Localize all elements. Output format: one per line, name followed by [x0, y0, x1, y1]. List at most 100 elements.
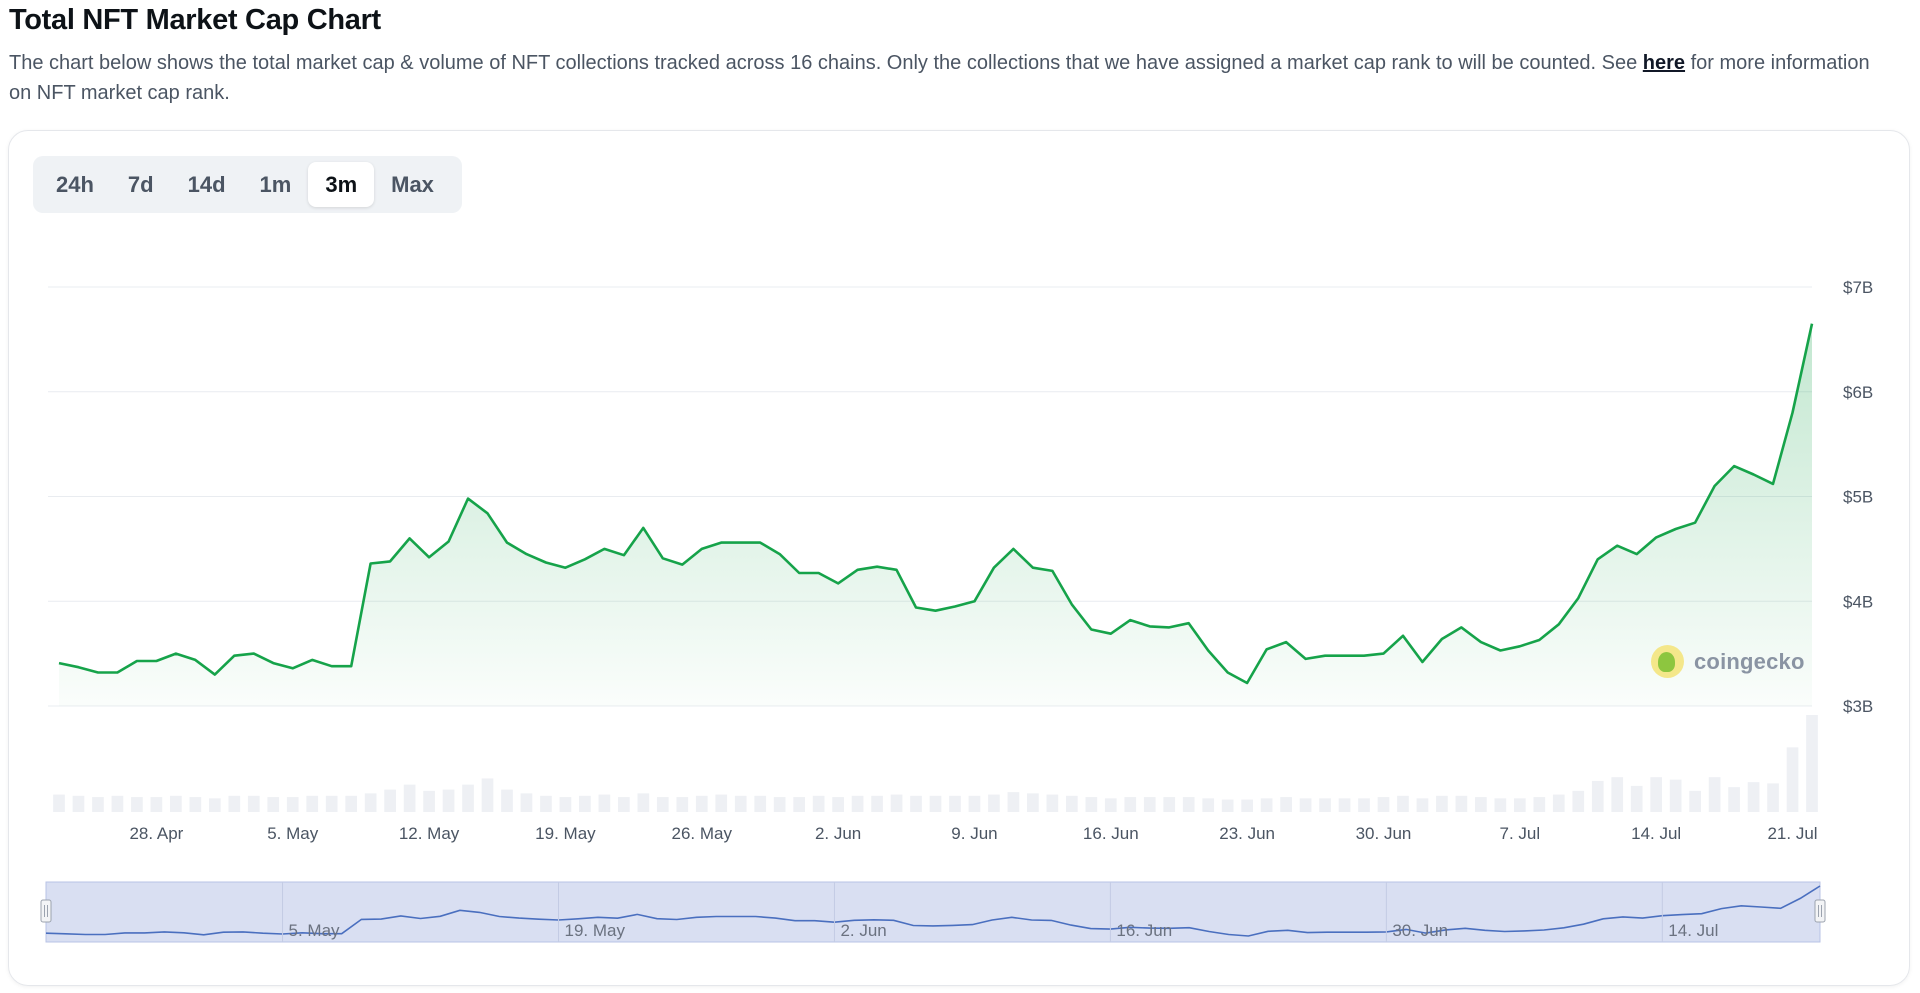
range-button-1m[interactable]: 1m — [243, 162, 309, 207]
y-tick-label: $3B — [1843, 697, 1873, 716]
chart-card — [8, 130, 1910, 986]
volume-bar — [1319, 798, 1331, 812]
chart-description: The chart below shows the total market c… — [9, 48, 1889, 108]
gecko-icon — [1651, 645, 1684, 678]
volume-bar — [520, 793, 533, 812]
volume-bar — [306, 795, 319, 812]
x-tick-label: 28. Apr — [129, 824, 183, 843]
y-axis: $3B $4B $5B $6B $7B — [1843, 278, 1873, 716]
volume-bar — [929, 795, 942, 812]
volume-bar — [715, 794, 728, 812]
volume-bar — [676, 797, 689, 812]
volume-bar — [540, 795, 552, 812]
handle-grip[interactable] — [1814, 899, 1826, 923]
navigator[interactable]: 5. May 19. May 2. Jun 16. Jun 30. Jun 14. Jul — [40, 881, 1826, 943]
volume-bar — [325, 795, 338, 812]
volume-bar — [1338, 798, 1351, 812]
x-tick-label: 23. Jun — [1219, 824, 1275, 843]
volume-bar — [1708, 777, 1721, 812]
volume-bar — [754, 795, 767, 812]
volume-bar — [345, 795, 358, 812]
navigator-window[interactable] — [45, 881, 1821, 943]
volume-bar — [1475, 797, 1487, 812]
x-tick-label: 7. Jul — [1500, 824, 1541, 843]
x-tick-label: 19. May — [535, 824, 596, 843]
volume-bar — [1124, 797, 1137, 812]
volume-bar — [1358, 798, 1370, 812]
volume-bar — [910, 795, 922, 812]
y-tick-label: $4B — [1843, 592, 1873, 611]
market-cap-area — [59, 323, 1812, 706]
range-button-14d[interactable]: 14d — [171, 162, 243, 207]
volume-bar — [968, 795, 981, 812]
volume-bar — [1806, 715, 1818, 812]
navigator-tick-label: 16. Jun — [1116, 921, 1172, 940]
market-cap-line — [58, 323, 1814, 685]
navigator-right-handle[interactable] — [1814, 899, 1826, 923]
volume-bar — [1085, 797, 1098, 812]
volume-bar — [949, 795, 961, 812]
volume-bar — [871, 795, 883, 812]
volume-bar — [1611, 777, 1624, 812]
volume-bar — [1027, 793, 1039, 812]
volume-bar — [150, 797, 163, 812]
range-button-7d[interactable]: 7d — [111, 162, 171, 207]
volume-bar — [462, 784, 474, 812]
volume-bar — [1533, 797, 1546, 812]
volume-bar — [1494, 798, 1507, 812]
navigator-tick-label: 30. Jun — [1392, 921, 1448, 940]
volume-bar — [208, 798, 221, 812]
volume-bar — [734, 795, 747, 812]
y-tick-label: $6B — [1843, 383, 1873, 402]
volume-bars — [53, 715, 1818, 812]
navigator-tick-label: 14. Jul — [1668, 921, 1718, 940]
volume-bar — [501, 789, 513, 812]
volume-bar — [598, 794, 611, 812]
volume-bar — [559, 797, 572, 812]
navigator-left-handle[interactable] — [40, 899, 52, 923]
volume-bar — [384, 789, 396, 812]
x-tick-label: 16. Jun — [1083, 824, 1139, 843]
volume-bar — [364, 793, 377, 812]
volume-bar — [170, 795, 182, 812]
volume-bar — [637, 793, 650, 812]
x-tick-label: 2. Jun — [815, 824, 861, 843]
volume-bar — [793, 797, 805, 812]
volume-bar — [267, 797, 280, 812]
volume-bar — [403, 784, 416, 812]
x-tick-label: 12. May — [399, 824, 460, 843]
volume-bar — [1202, 798, 1215, 812]
range-button-max[interactable]: Max — [374, 162, 451, 207]
x-tick-label: 30. Jun — [1356, 824, 1412, 843]
volume-bar — [579, 795, 591, 812]
volume-bar — [773, 797, 786, 812]
volume-bar — [1767, 783, 1779, 812]
range-button-24h[interactable]: 24h — [39, 162, 111, 207]
volume-bar — [1455, 795, 1468, 812]
volume-bar — [851, 795, 864, 812]
volume-bar — [286, 797, 299, 812]
volume-bar — [656, 797, 669, 812]
more-info-link[interactable]: here — [1642, 52, 1686, 74]
volume-bar — [1728, 787, 1740, 812]
navigator-tick-label: 5. May — [289, 921, 341, 940]
volume-bar — [1280, 797, 1292, 812]
volume-bar — [72, 795, 85, 812]
range-selector: 24h 7d 14d 1m 3m Max — [33, 156, 462, 213]
volume-bar — [1046, 794, 1059, 812]
volume-bar — [423, 790, 435, 812]
navigator-tick-label: 2. Jun — [840, 921, 886, 940]
volume-bar — [1143, 797, 1156, 812]
coingecko-watermark: coingecko — [1651, 645, 1805, 678]
volume-bar — [1513, 798, 1526, 812]
volume-bar — [1241, 799, 1253, 812]
volume-bar — [1786, 747, 1799, 812]
volume-bar — [53, 794, 65, 812]
handle-grip[interactable] — [40, 899, 52, 923]
x-tick-label: 14. Jul — [1631, 824, 1681, 843]
volume-bar — [1650, 777, 1663, 812]
volume-bar — [1572, 790, 1585, 812]
range-button-3m[interactable]: 3m — [308, 162, 375, 207]
volume-bar — [832, 797, 844, 812]
x-axis: 28. Apr 5. May 12. May 19. May 26. May 2. Jun… — [129, 824, 1817, 843]
